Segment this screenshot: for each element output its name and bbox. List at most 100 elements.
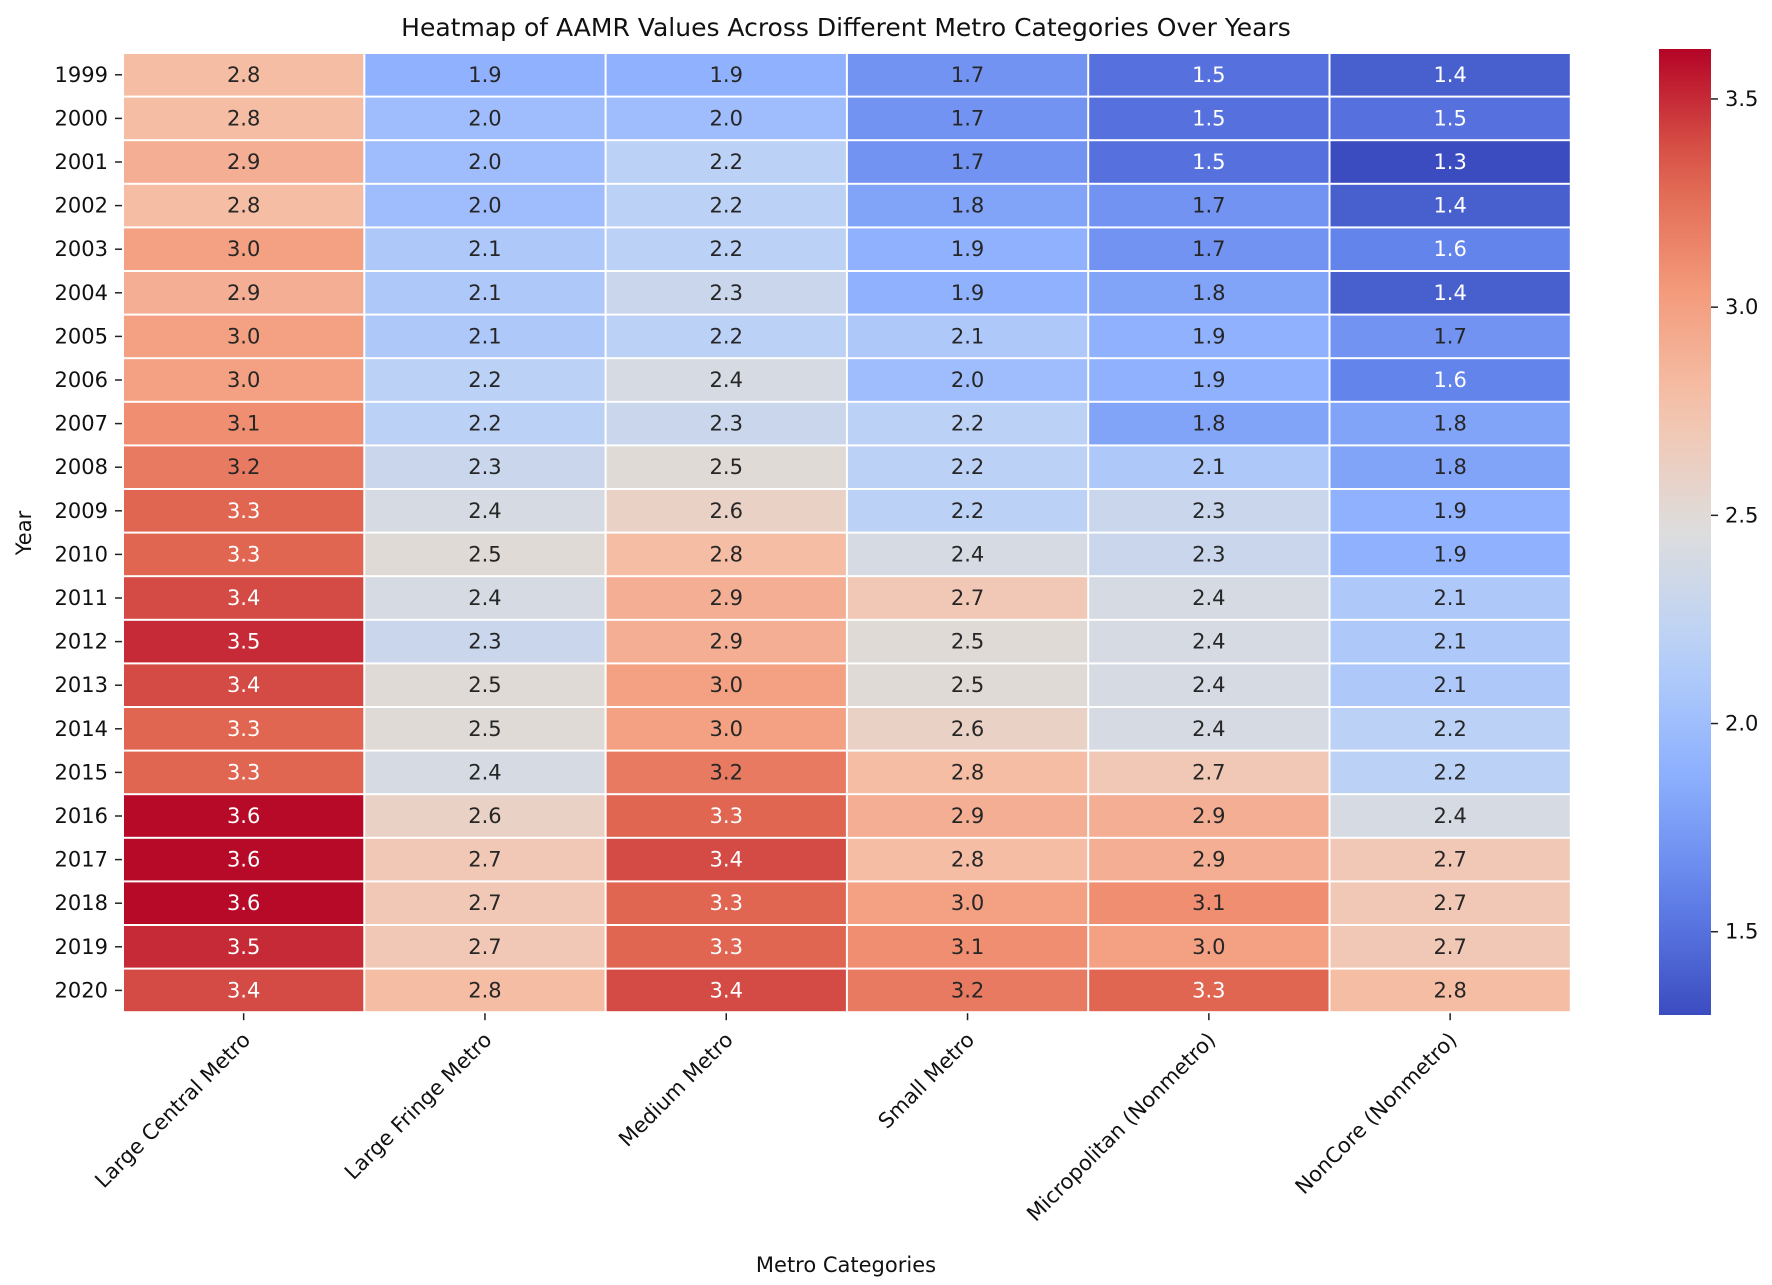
cell-value-label: 2.1 bbox=[1433, 586, 1466, 610]
heatmap-cell bbox=[365, 359, 605, 401]
x-tick-label: Large Fringe Metro bbox=[340, 1028, 496, 1184]
cell-value-label: 2.2 bbox=[468, 368, 501, 392]
y-tick-label: 2007 bbox=[55, 412, 108, 436]
cell-value-label: 1.9 bbox=[951, 281, 984, 305]
heatmap-cell bbox=[124, 751, 364, 794]
heatmap-cell bbox=[1330, 228, 1570, 270]
cell-value-label: 2.9 bbox=[710, 586, 743, 610]
heatmap-cell bbox=[606, 533, 846, 576]
cell-value-label: 2.2 bbox=[1433, 760, 1466, 784]
cell-value-label: 2.1 bbox=[1433, 630, 1466, 654]
y-tick-label: 1999 bbox=[55, 63, 108, 87]
cell-value-label: 3.3 bbox=[710, 891, 743, 915]
cell-value-label: 3.4 bbox=[710, 848, 743, 872]
cell-value-label: 2.1 bbox=[951, 324, 984, 348]
heatmap-cell bbox=[606, 315, 846, 358]
cell-value-label: 1.6 bbox=[1433, 237, 1466, 261]
y-tick-label: 2011 bbox=[55, 586, 108, 610]
cell-value-label: 1.5 bbox=[1433, 106, 1466, 130]
heatmap-cell bbox=[847, 490, 1088, 532]
cell-value-label: 2.1 bbox=[468, 281, 501, 305]
cell-value-label: 2.3 bbox=[1192, 499, 1225, 523]
heatmap-cell bbox=[847, 926, 1088, 968]
cell-value-label: 3.0 bbox=[710, 717, 743, 741]
heatmap-cells bbox=[124, 54, 1570, 1012]
heatmap-cell bbox=[606, 795, 846, 837]
y-tick-label: 2000 bbox=[55, 106, 108, 130]
cell-value-label: 2.9 bbox=[710, 630, 743, 654]
cell-value-label: 3.1 bbox=[951, 935, 984, 959]
cell-value-label: 1.9 bbox=[1433, 542, 1466, 566]
colorbar-ticks: 1.5 2.0 2.5 3.0 3.5 bbox=[1711, 87, 1758, 944]
heatmap-cell bbox=[606, 446, 846, 488]
cell-value-label: 1.9 bbox=[468, 63, 501, 87]
cell-value-label: 3.0 bbox=[951, 891, 984, 915]
heatmap-cell bbox=[124, 795, 364, 837]
heatmap-cell bbox=[124, 184, 364, 227]
heatmap-cell bbox=[1089, 882, 1329, 924]
cell-value-label: 2.8 bbox=[227, 63, 260, 87]
cell-value-label: 2.4 bbox=[1192, 717, 1225, 741]
heatmap-cell bbox=[847, 795, 1088, 837]
y-tick-label: 2014 bbox=[55, 717, 108, 741]
cell-value-label: 2.7 bbox=[468, 935, 501, 959]
heatmap-cell bbox=[365, 664, 605, 706]
heatmap-cell bbox=[1089, 359, 1329, 401]
cell-value-label: 3.3 bbox=[227, 499, 260, 523]
cell-value-label: 1.9 bbox=[951, 237, 984, 261]
cell-value-label: 2.7 bbox=[1433, 891, 1466, 915]
cell-value-label: 2.4 bbox=[951, 542, 984, 566]
cell-value-label: 2.0 bbox=[710, 106, 743, 130]
cell-value-label: 1.8 bbox=[1433, 455, 1466, 479]
heatmap-cell bbox=[1330, 664, 1570, 706]
y-tick-label: 2002 bbox=[55, 194, 108, 218]
y-axis-label: Year bbox=[12, 510, 36, 556]
cell-value-label: 2.7 bbox=[1433, 935, 1466, 959]
heatmap-cell bbox=[1330, 359, 1570, 401]
x-axis-ticks: Large Central Metro Large Fringe Metro Med… bbox=[90, 1013, 1462, 1226]
cell-value-label: 2.2 bbox=[468, 412, 501, 436]
heatmap-cell bbox=[365, 184, 605, 227]
cell-value-label: 3.1 bbox=[227, 412, 260, 436]
x-tick-label: Medium Metro bbox=[614, 1028, 738, 1152]
heatmap-cell bbox=[606, 838, 846, 881]
heatmap-cell bbox=[606, 969, 846, 1012]
cell-value-label: 2.9 bbox=[1192, 804, 1225, 828]
cell-value-label: 3.3 bbox=[1192, 978, 1225, 1002]
heatmap-cell bbox=[847, 446, 1088, 488]
heatmap-cell bbox=[847, 228, 1088, 270]
cell-value-label: 3.5 bbox=[227, 630, 260, 654]
heatmap-cell bbox=[365, 533, 605, 576]
y-tick-label: 2008 bbox=[55, 455, 108, 479]
heatmap-cell bbox=[1330, 54, 1570, 96]
heatmap-cell bbox=[124, 969, 364, 1012]
cell-value-label: 2.5 bbox=[468, 717, 501, 741]
cell-value-label: 2.2 bbox=[951, 412, 984, 436]
heatmap-cell bbox=[1330, 184, 1570, 227]
cell-value-label: 3.4 bbox=[227, 978, 260, 1002]
cell-value-label: 2.2 bbox=[951, 455, 984, 479]
cell-value-label: 2.8 bbox=[468, 978, 501, 1002]
y-tick-label: 2010 bbox=[55, 542, 108, 566]
y-tick-label: 2016 bbox=[55, 804, 108, 828]
cell-value-label: 3.0 bbox=[1192, 935, 1225, 959]
heatmap-cell bbox=[847, 664, 1088, 706]
heatmap-cell bbox=[365, 926, 605, 968]
x-axis-label: Metro Categories bbox=[756, 1253, 936, 1277]
y-tick-label: 2004 bbox=[55, 281, 108, 305]
cell-value-label: 3.0 bbox=[710, 673, 743, 697]
cell-value-label: 2.5 bbox=[468, 673, 501, 697]
x-tick-label: Large Central Metro bbox=[90, 1028, 255, 1193]
y-tick-label: 2013 bbox=[55, 673, 108, 697]
heatmap-cell bbox=[365, 490, 605, 532]
y-tick-label: 2020 bbox=[55, 978, 108, 1002]
cell-value-label: 2.7 bbox=[1433, 848, 1466, 872]
heatmap-cell bbox=[124, 315, 364, 358]
y-tick-label: 2001 bbox=[55, 150, 108, 174]
cell-value-label: 1.5 bbox=[1192, 63, 1225, 87]
cell-value-label: 3.4 bbox=[227, 586, 260, 610]
heatmap-cell bbox=[365, 315, 605, 358]
heatmap-cell bbox=[124, 272, 364, 314]
heatmap-cell bbox=[1089, 751, 1329, 794]
